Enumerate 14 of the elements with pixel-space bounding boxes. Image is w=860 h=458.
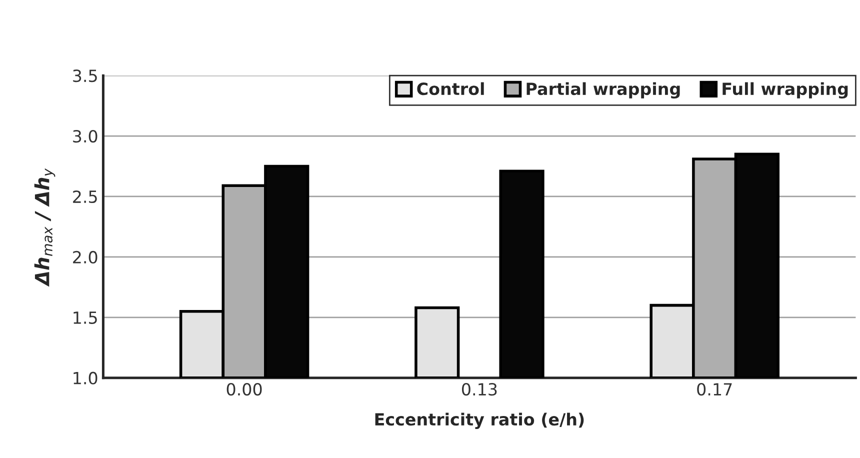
legend-label: Partial wrapping xyxy=(526,82,680,98)
y-axis-title: Δh$_{max}$ / Δh$_{y}$ xyxy=(34,168,56,287)
x-axis-title: Eccentricity ratio (e/h) xyxy=(375,412,584,429)
x-tick-label: 0.00 xyxy=(226,383,262,396)
legend-label: Full wrapping xyxy=(722,82,848,98)
y-tick-label: 2.5 xyxy=(73,190,97,204)
y-tick-label: 1.0 xyxy=(74,372,98,384)
x-tick-label: 0.13 xyxy=(462,383,497,396)
legend-label: Control xyxy=(417,82,484,96)
y-tick-label: 3.5 xyxy=(73,70,97,82)
y-tick-label: 1.5 xyxy=(74,312,97,324)
x-tick-label: 0.17 xyxy=(697,383,732,396)
y-tick-label: 2.0 xyxy=(73,250,98,264)
y-tick-label: 3.0 xyxy=(73,130,98,143)
